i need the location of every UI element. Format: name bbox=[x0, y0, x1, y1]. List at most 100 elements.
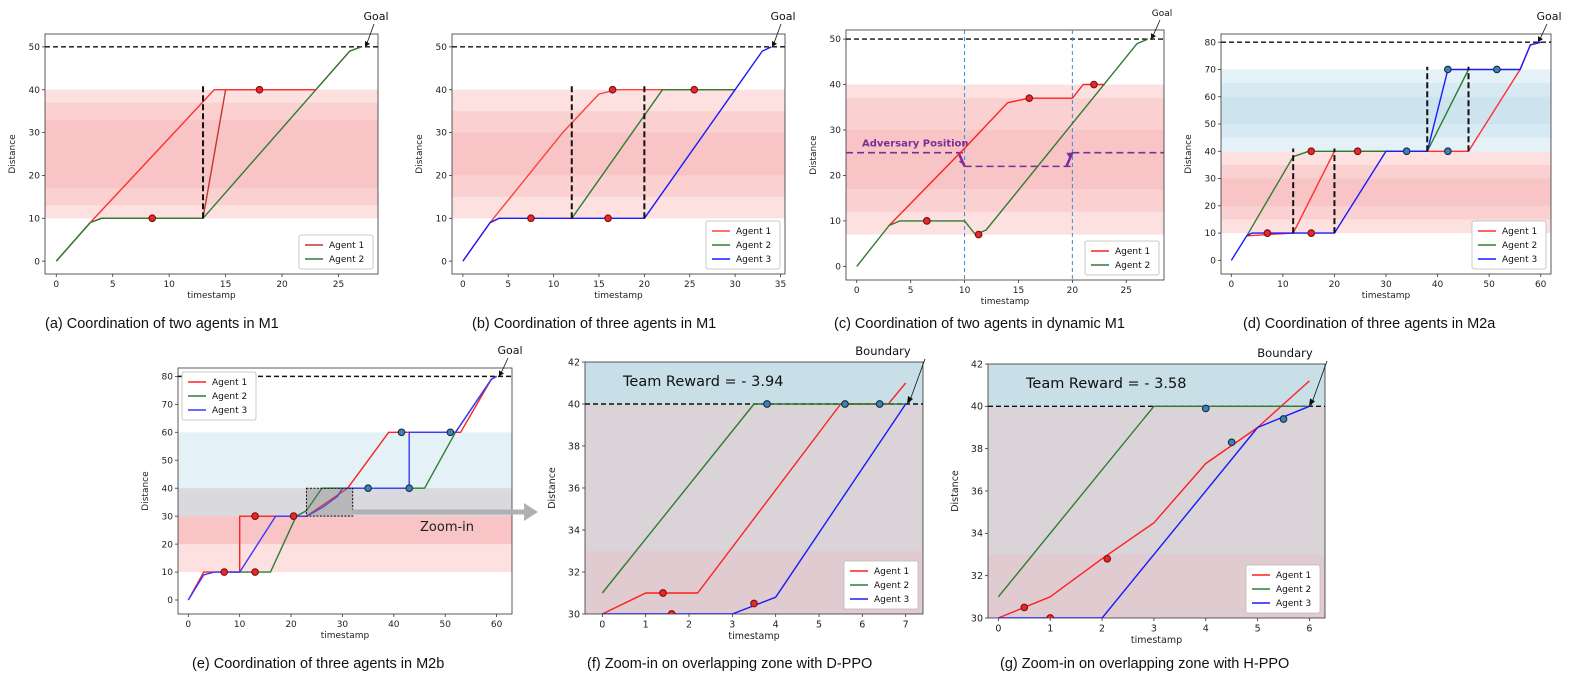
y-tick-label: 50 bbox=[436, 43, 448, 53]
x-tick-label: 20 bbox=[285, 620, 297, 630]
caption-e: (e) Coordination of three agents in M2b bbox=[192, 656, 444, 672]
series-line-agent-2 bbox=[997, 405, 1310, 598]
y-tick-label: 30 bbox=[568, 609, 580, 620]
y-tick-label: 40 bbox=[830, 81, 842, 91]
marker-red bbox=[1353, 147, 1362, 156]
legend: Agent 1 Agent 2 bbox=[298, 234, 374, 270]
plot-content bbox=[178, 375, 512, 601]
chart-panel-f: 0 1 2 3 4 5 6 730323436384042timestampDistanceT… bbox=[547, 344, 926, 672]
y-tick-label: 80 bbox=[162, 373, 174, 383]
x-tick-label: 15 bbox=[593, 280, 604, 290]
plot-frame bbox=[845, 29, 1165, 281]
y-tick-label: 30 bbox=[830, 126, 842, 136]
background-bands bbox=[846, 84, 1164, 235]
marker-red bbox=[1307, 147, 1316, 156]
band-2 bbox=[178, 432, 512, 489]
adversary-label: Adversary Position bbox=[862, 139, 969, 150]
marker-red bbox=[251, 512, 259, 521]
y-tick-label: 30 bbox=[971, 613, 983, 624]
marker-red bbox=[1025, 94, 1034, 103]
marker-red bbox=[255, 85, 264, 94]
x-axis-label: timestamp bbox=[981, 297, 1030, 307]
x-tick-label: 0 bbox=[1228, 280, 1234, 290]
x-tick-label: 10 bbox=[234, 620, 246, 630]
legend-box bbox=[1471, 220, 1547, 270]
y-axis-label: Distance bbox=[141, 471, 151, 511]
y-tick-label: 50 bbox=[162, 456, 174, 466]
x-tick-label: 2 bbox=[686, 620, 692, 631]
boundary-arrowhead bbox=[1309, 398, 1315, 407]
legend-box bbox=[298, 234, 374, 270]
legend: Agent 1 Agent 2 Agent 3 bbox=[843, 560, 919, 610]
plot-frame bbox=[44, 33, 379, 275]
legend-label: Agent 3 bbox=[874, 595, 909, 605]
x-axis-label: timestamp bbox=[728, 631, 779, 642]
chart-panel-d: 0 10 20 30 40 50 60 0 10 20 30 40 50 60 70 80 timestamp D… bbox=[1184, 10, 1562, 332]
goal-label: Goal bbox=[1152, 9, 1173, 19]
legend-box bbox=[705, 220, 781, 270]
y-tick-label: 30 bbox=[1205, 175, 1217, 185]
plot-content bbox=[585, 382, 923, 614]
x-tick-label: 30 bbox=[1380, 280, 1392, 290]
marker-blue bbox=[405, 484, 414, 493]
marker-red bbox=[922, 217, 931, 225]
y-tick-label: 0 bbox=[1210, 257, 1216, 267]
y-tick-label: 36 bbox=[568, 483, 580, 494]
marker-blue bbox=[1444, 65, 1452, 74]
x-tick-label: 0 bbox=[995, 624, 1001, 635]
y-tick-label: 70 bbox=[162, 400, 174, 410]
marker-red bbox=[527, 214, 535, 223]
background-bands bbox=[178, 432, 512, 573]
y-axis-label: Distance bbox=[415, 134, 425, 174]
legend-label: Agent 1 bbox=[736, 227, 771, 237]
marker-blue bbox=[875, 400, 884, 408]
legend-label: Agent 3 bbox=[1276, 599, 1311, 609]
x-tick-label: 25 bbox=[684, 280, 695, 290]
axis-ticks: 0 10 20 30 40 50 60 0 10 20 30 40 50 60 70 80 bbox=[162, 373, 503, 630]
y-axis-label: Distance bbox=[8, 134, 18, 174]
goal-arrowhead bbox=[1538, 36, 1543, 43]
legend-label: Agent 1 bbox=[212, 378, 247, 388]
y-tick-label: 32 bbox=[568, 567, 580, 578]
marker-blue bbox=[763, 400, 771, 408]
y-tick-label: 38 bbox=[568, 441, 580, 452]
legend-box bbox=[1245, 564, 1321, 614]
boundary-arrow bbox=[908, 358, 926, 404]
plot-content bbox=[452, 46, 785, 262]
axis-ticks: 0 10 20 30 40 50 60 0 10 20 30 40 50 60 70 80 bbox=[1205, 38, 1547, 290]
legend-label: Agent 1 bbox=[1276, 571, 1311, 581]
x-axis-label: timestamp bbox=[1131, 635, 1182, 646]
y-tick-label: 38 bbox=[971, 444, 983, 455]
legend-box bbox=[181, 371, 257, 421]
legend-label: Agent 1 bbox=[1502, 227, 1537, 237]
y-tick-label: 0 bbox=[167, 596, 173, 606]
legend-label: Agent 3 bbox=[212, 406, 247, 416]
caption-c: (c) Coordination of two agents in dynami… bbox=[834, 316, 1125, 332]
legend: Agent 1 Agent 2 bbox=[1084, 240, 1160, 276]
x-tick-label: 1 bbox=[1047, 624, 1053, 635]
marker-blue bbox=[446, 428, 455, 437]
marker-red bbox=[251, 568, 259, 576]
marker-red bbox=[750, 599, 758, 608]
x-tick-label: 3 bbox=[1151, 624, 1157, 635]
x-tick-label: 4 bbox=[773, 620, 779, 631]
goal-label: Goal bbox=[363, 10, 388, 23]
band-2 bbox=[988, 364, 1325, 407]
axis-ticks: 0 5 10 15 20 25 30 35 0 10 20 30 40 50 bbox=[436, 43, 787, 290]
zoom-label: Zoom-in bbox=[420, 520, 474, 535]
legend-label: Agent 2 bbox=[1276, 585, 1311, 595]
band-2 bbox=[585, 362, 923, 404]
y-tick-label: 34 bbox=[971, 529, 983, 540]
goal-arrowhead bbox=[772, 40, 777, 47]
chart-panel-g: 0 1 2 3 4 5 630323436384042timestampDistanceTe… bbox=[950, 346, 1328, 672]
band-1 bbox=[178, 516, 512, 545]
x-tick-label: 30 bbox=[729, 280, 741, 290]
goal-label: Goal bbox=[1536, 10, 1561, 23]
x-tick-label: 35 bbox=[775, 280, 786, 290]
y-axis-label: Distance bbox=[1184, 134, 1194, 174]
y-tick-label: 50 bbox=[830, 35, 842, 45]
marker-blue bbox=[1279, 415, 1288, 423]
boundary-arrowhead bbox=[907, 396, 913, 404]
y-tick-label: 60 bbox=[162, 428, 174, 438]
